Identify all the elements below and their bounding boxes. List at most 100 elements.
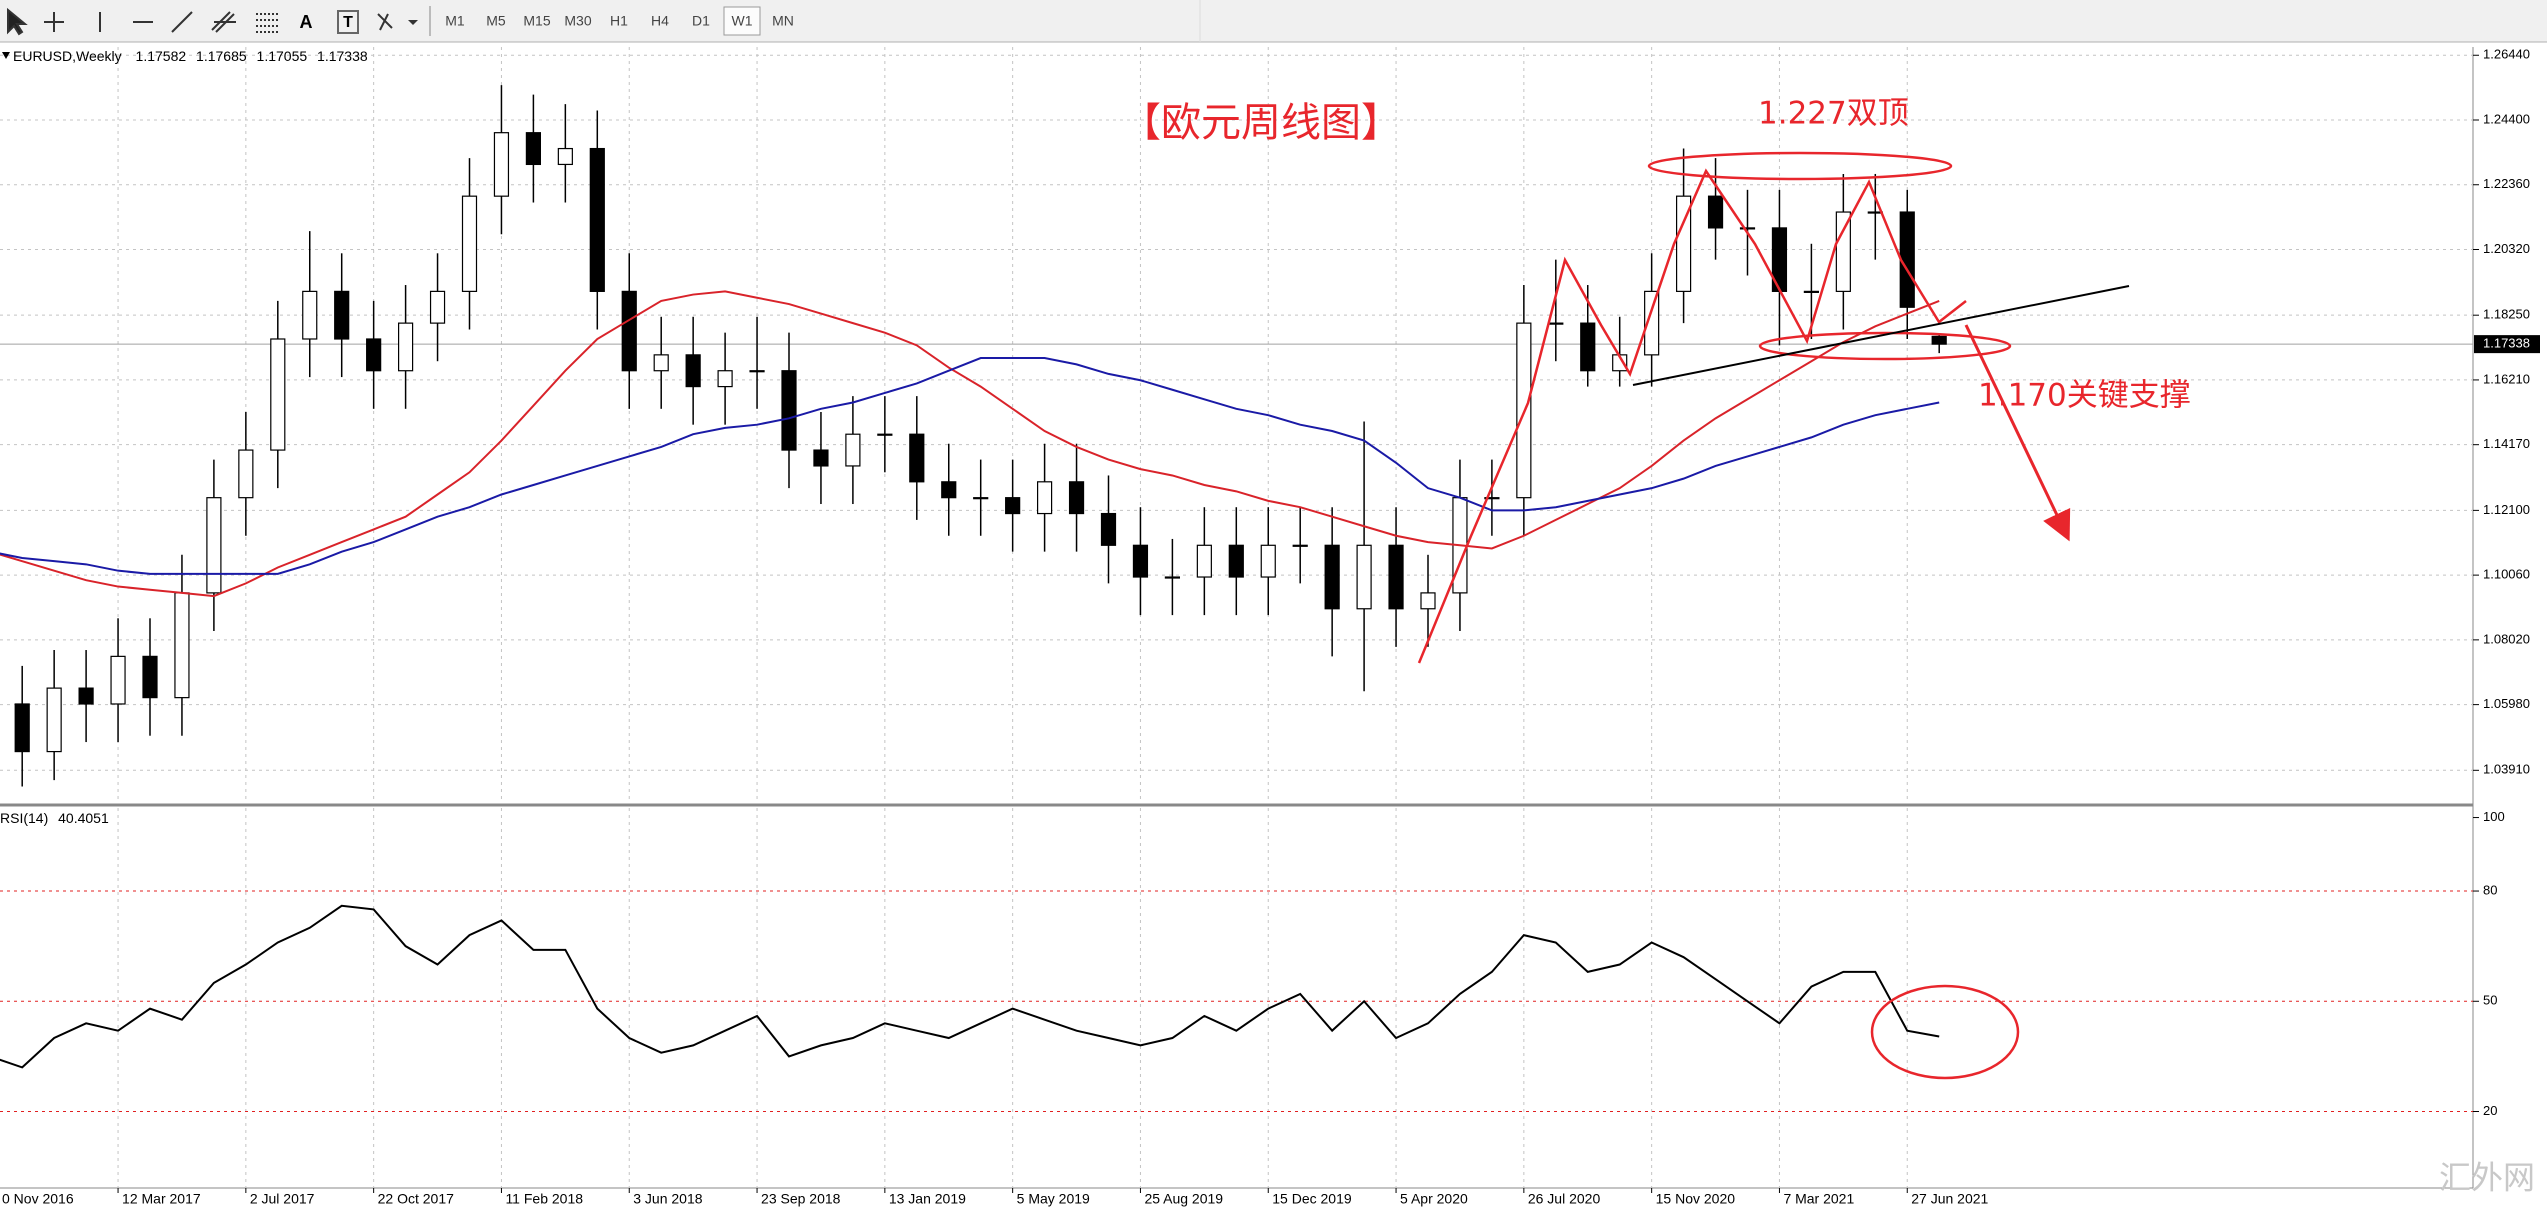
timeframe-button[interactable]: D1 xyxy=(692,13,710,29)
candle-body xyxy=(1931,335,1947,345)
text-tool[interactable]: A xyxy=(300,12,313,32)
cursor-tool[interactable] xyxy=(7,7,28,36)
header-high: 1.17685 xyxy=(196,48,247,64)
candle-body xyxy=(589,147,605,292)
toolbar xyxy=(0,0,2547,42)
x-tick-label: 5 Apr 2020 xyxy=(1400,1191,1468,1207)
down-arrow xyxy=(1964,324,2071,542)
y-tick-label: 1.18250 xyxy=(2483,307,2530,322)
annotation-title: 【欧元周线图】 xyxy=(1121,100,1401,146)
candle-body xyxy=(621,290,637,372)
moving-average xyxy=(0,357,1940,575)
candle-body xyxy=(366,338,382,372)
candle-body xyxy=(973,497,989,500)
drawings xyxy=(1417,151,2071,1080)
candle-body xyxy=(302,290,318,340)
candle-body xyxy=(1388,544,1404,610)
candle-body xyxy=(1548,322,1564,325)
top-ellipse xyxy=(1647,151,1953,181)
timeframe-button[interactable]: M30 xyxy=(564,13,591,29)
candle-body xyxy=(1644,290,1660,356)
rsi-pane xyxy=(0,808,2473,1188)
y-tick-label: 100 xyxy=(2483,809,2505,824)
x-tick-label: 2 Jul 2017 xyxy=(250,1191,315,1207)
header-close: 1.17338 xyxy=(317,48,368,64)
channel-tool[interactable] xyxy=(211,11,236,33)
candle-body xyxy=(110,655,126,705)
timeframe-button[interactable]: M5 xyxy=(486,13,506,29)
rsi-title: RSI(14) xyxy=(0,810,48,826)
candle-body xyxy=(941,481,957,499)
trendline-tool[interactable] xyxy=(171,11,193,33)
candle-body xyxy=(174,592,190,699)
x-tick-label: 12 Mar 2017 xyxy=(122,1191,201,1207)
candle-body xyxy=(1132,544,1149,578)
y-tick-label: 1.14170 xyxy=(2483,436,2530,451)
label-tool[interactable]: T xyxy=(343,14,353,31)
timeframe-button[interactable]: H1 xyxy=(610,13,628,29)
y-tick-label: 1.24400 xyxy=(2483,111,2530,126)
header-low: 1.17055 xyxy=(257,48,308,64)
candle-body xyxy=(1484,497,1500,500)
y-tick-label: 50 xyxy=(2483,993,2497,1008)
candle-body xyxy=(909,433,925,483)
candle-body xyxy=(1228,544,1244,578)
y-tick-label: 1.26440 xyxy=(2483,47,2530,62)
timeframe-button[interactable]: H4 xyxy=(651,13,669,29)
candle-body xyxy=(557,147,573,166)
candle-body xyxy=(1005,497,1021,515)
timeframe-button[interactable]: M1 xyxy=(445,13,465,29)
y-tick-label: 1.22360 xyxy=(2483,176,2530,191)
timeframe-button[interactable]: W1 xyxy=(732,13,753,29)
candle-body xyxy=(1068,481,1085,515)
crosshair-tool[interactable] xyxy=(44,12,64,32)
price-pane xyxy=(0,47,2473,803)
candle-body xyxy=(1324,544,1340,610)
candle-body xyxy=(398,322,414,372)
candle-body xyxy=(1580,322,1596,372)
trendline xyxy=(1632,285,2130,386)
support-ellipse xyxy=(1758,331,2012,361)
candle-body xyxy=(1260,544,1276,578)
header-open: 1.17582 xyxy=(136,48,187,64)
active-button xyxy=(723,6,761,36)
timeframe-button[interactable]: MN xyxy=(772,13,794,29)
x-tick-label: 11 Feb 2018 xyxy=(505,1191,583,1207)
x-tick-label: 15 Nov 2020 xyxy=(1656,1191,1736,1207)
y-tick-label: 1.16210 xyxy=(2483,371,2530,386)
rsi-ellipse xyxy=(1870,984,2020,1080)
arrows-tool[interactable] xyxy=(377,13,393,31)
x-tick-label: 7 Mar 2021 xyxy=(1783,1191,1854,1207)
candle-body xyxy=(1675,195,1692,292)
candle-body xyxy=(46,687,62,753)
x-tick-label: 5 May 2019 xyxy=(1017,1191,1090,1207)
x-tick-label: 25 Aug 2019 xyxy=(1144,1191,1223,1207)
current-price-box xyxy=(2474,335,2540,354)
candle-body xyxy=(206,497,222,594)
rsi-header: RSI(14) 40.4051 xyxy=(0,810,109,826)
y-tick-label: 1.20320 xyxy=(2483,241,2530,256)
candle-body xyxy=(1835,211,1851,292)
y-tick-label: 1.03910 xyxy=(2483,762,2530,777)
candle-body xyxy=(1707,195,1724,229)
annotation-support: 1.170关键支撑 xyxy=(1978,378,2191,414)
rsi-line xyxy=(0,904,1940,1069)
toolbar-icons xyxy=(7,6,431,36)
price-header: EURUSD,Weekly 1.17582 1.17685 1.17055 1.… xyxy=(13,48,368,64)
text-label-box[interactable] xyxy=(337,10,359,34)
candle-body xyxy=(1803,290,1820,293)
timeframe-button[interactable]: M15 xyxy=(523,13,550,29)
moving-average xyxy=(0,290,1940,598)
y-tick-label: 80 xyxy=(2483,882,2497,897)
dropdown[interactable] xyxy=(408,20,418,25)
rsi-value: 40.4051 xyxy=(58,810,109,826)
candle-body xyxy=(461,195,478,292)
x-tick-label: 13 Jan 2019 xyxy=(889,1191,966,1207)
x-tick-label: 26 Jul 2020 xyxy=(1528,1191,1601,1207)
candle-body xyxy=(781,370,797,451)
candle-body xyxy=(1196,544,1212,578)
candle-body xyxy=(525,132,542,166)
wave-line xyxy=(1417,168,1967,664)
y-tick-label: 1.12100 xyxy=(2483,502,2530,517)
current-price-label: 1.17338 xyxy=(2483,336,2530,351)
